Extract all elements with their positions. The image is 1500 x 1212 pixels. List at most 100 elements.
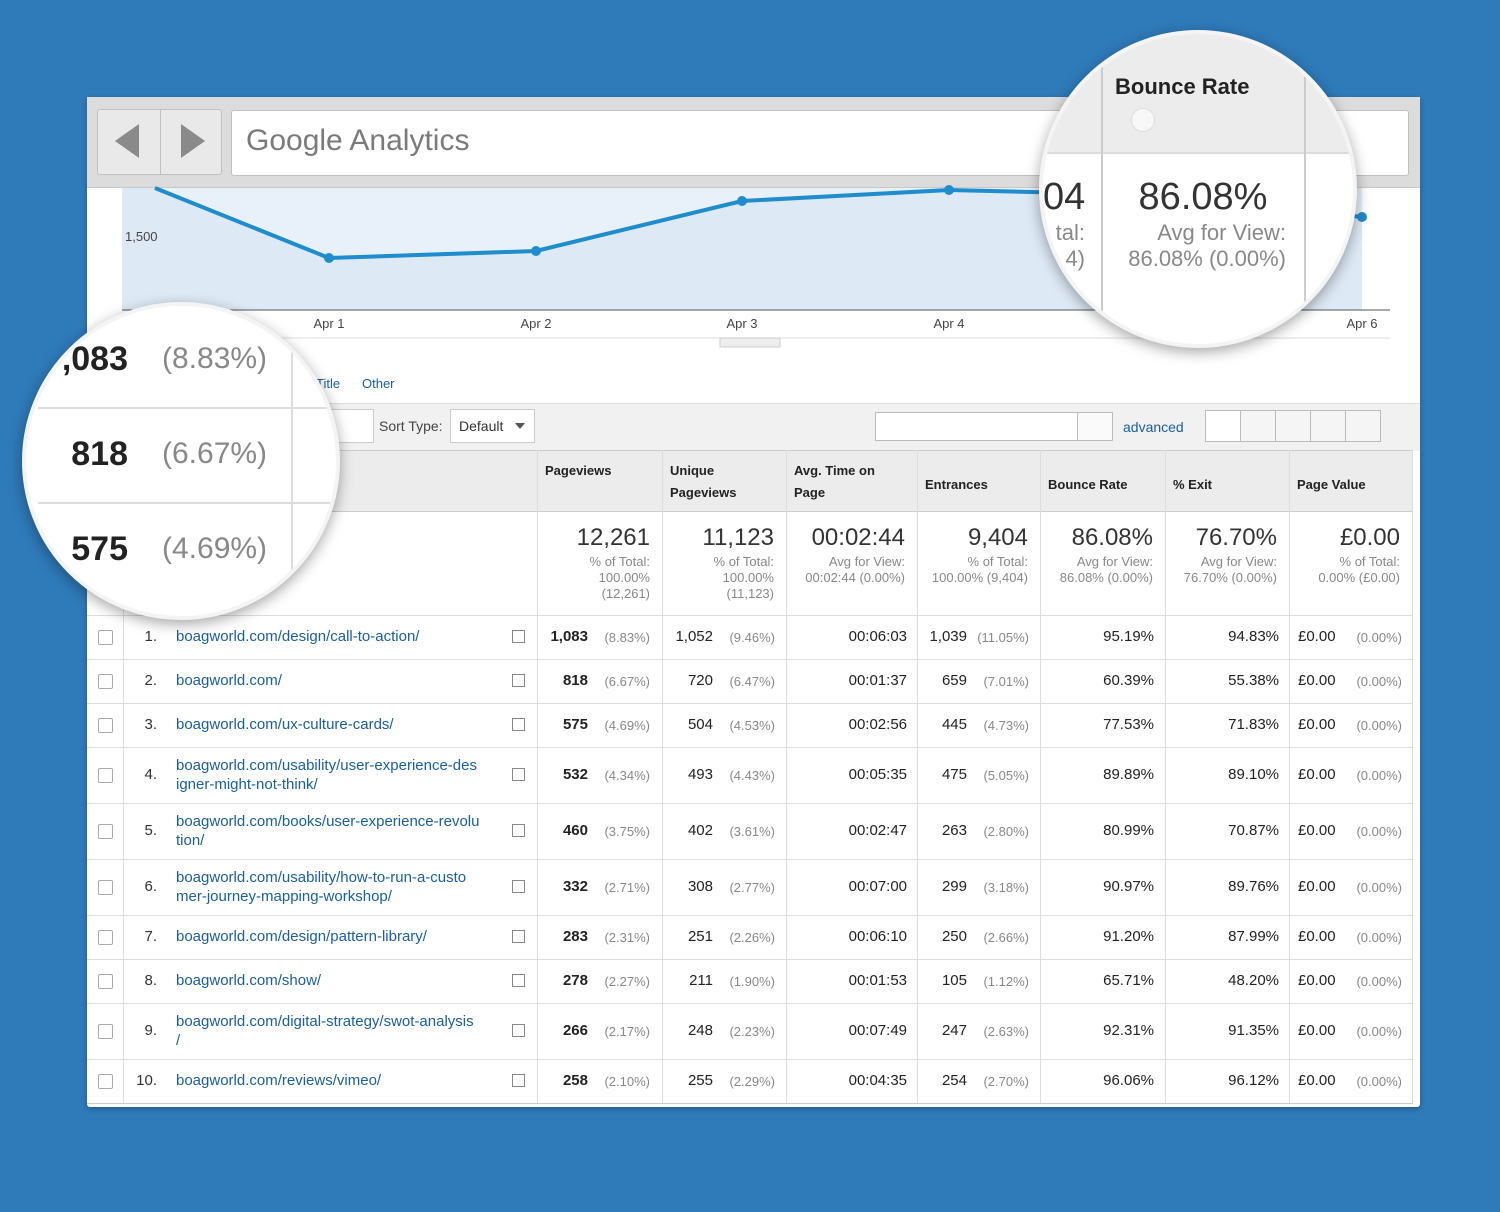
cell-percent: (0.00%) <box>1356 880 1402 895</box>
view-button[interactable] <box>1205 410 1241 442</box>
view-button[interactable] <box>1275 410 1311 442</box>
search-button[interactable] <box>1077 412 1113 441</box>
open-link-icon[interactable] <box>512 974 525 987</box>
cell-value: 332 <box>562 878 588 895</box>
cell-value: 00:07:49 <box>848 1022 907 1039</box>
cell-value: 00:02:47 <box>848 822 907 839</box>
open-link-icon[interactable] <box>512 1024 525 1037</box>
page-link[interactable]: boagworld.com/design/pattern-library/ <box>176 928 427 945</box>
page-link[interactable]: / <box>176 1031 181 1049</box>
cell-percent: (0.00%) <box>1356 630 1402 645</box>
cell-percent: (4.43%) <box>729 768 775 783</box>
column-header[interactable]: % Exit <box>1173 477 1213 492</box>
advanced-link[interactable]: advanced <box>1123 419 1184 435</box>
cell-percent: (9.46%) <box>729 630 775 645</box>
page-link[interactable]: boagworld.com/ux-culture-cards/ <box>176 716 394 733</box>
cell-percent: (2.80%) <box>983 824 1029 839</box>
open-link-icon[interactable] <box>512 880 525 893</box>
cell-percent: (0.00%) <box>1356 1024 1402 1039</box>
cell-value: 60.39% <box>1103 672 1154 689</box>
page-link[interactable]: boagworld.com/design/call-to-action/ <box>176 628 420 645</box>
sort-label: Sort Type: <box>379 418 443 434</box>
cell-value: 504 <box>687 716 713 733</box>
column-header[interactable]: Page Value <box>1297 477 1366 492</box>
cell-percent: (4.53%) <box>729 718 775 733</box>
row-index: 4. <box>144 766 157 783</box>
checkbox[interactable] <box>98 930 113 945</box>
page-link[interactable]: boagworld.com/reviews/vimeo/ <box>176 1072 382 1089</box>
column-header[interactable]: Avg. Time on Page <box>794 463 875 500</box>
point <box>1357 212 1367 222</box>
lens-value: 818 <box>71 435 128 473</box>
page-link[interactable]: igner-might-not-think/ <box>176 775 318 793</box>
row-divider <box>87 959 1413 960</box>
cell-percent: (0.00%) <box>1356 974 1402 989</box>
checkbox[interactable] <box>98 880 113 895</box>
lens-divider <box>38 502 336 504</box>
cell-value: 818 <box>562 672 588 689</box>
cell-value: 89.76% <box>1228 878 1279 895</box>
checkbox[interactable] <box>98 1074 113 1089</box>
search-box[interactable] <box>875 412 1079 441</box>
open-link-icon[interactable] <box>512 768 525 781</box>
cell-value: 00:06:03 <box>848 628 907 645</box>
open-link-icon[interactable] <box>512 718 525 731</box>
checkbox[interactable] <box>98 1024 113 1039</box>
view-button[interactable] <box>1240 410 1276 442</box>
checkbox[interactable] <box>98 630 113 645</box>
row-divider <box>87 703 1413 704</box>
page-link[interactable]: boagworld.com/books/user-experience-revo… <box>176 812 480 830</box>
page-link[interactable]: mer-journey-mapping-workshop/ <box>176 887 392 905</box>
checkbox[interactable] <box>98 674 113 689</box>
checkbox[interactable] <box>98 974 113 989</box>
resize-handle[interactable] <box>719 337 781 348</box>
open-link-icon[interactable] <box>512 824 525 837</box>
page-link[interactable]: boagworld.com/digital-strategy/swot-anal… <box>176 1012 474 1030</box>
row-divider <box>87 747 1413 748</box>
cell-value: 248 <box>687 1022 713 1039</box>
column-header[interactable]: Pageviews <box>545 463 612 478</box>
open-link-icon[interactable] <box>512 674 525 687</box>
open-link-icon[interactable] <box>512 930 525 943</box>
column-header[interactable]: Bounce Rate <box>1048 477 1128 492</box>
column-divider <box>1165 450 1166 1103</box>
cell-value: 445 <box>941 716 967 733</box>
cell-value: 720 <box>687 672 713 689</box>
help-icon[interactable] <box>1131 108 1155 132</box>
cell-percent: (0.00%) <box>1356 718 1402 733</box>
cell-value: £0.00 <box>1298 672 1336 689</box>
cell-percent: (2.71%) <box>604 880 650 895</box>
page-link[interactable]: boagworld.com/usability/user-experience-… <box>176 756 477 774</box>
lens-header: Bounce Rate <box>1115 74 1250 99</box>
cell-value: 283 <box>562 928 588 945</box>
page-link[interactable]: tion/ <box>176 831 205 849</box>
checkbox[interactable] <box>98 718 113 733</box>
checkbox[interactable] <box>98 824 113 839</box>
cell-value: 255 <box>687 1072 713 1089</box>
column-header[interactable]: Unique Pageviews <box>670 463 737 500</box>
cell-value: £0.00 <box>1298 928 1336 945</box>
row-index: 2. <box>144 672 157 689</box>
row-index: 10. <box>136 1072 157 1089</box>
column-header[interactable]: Entrances <box>925 477 988 492</box>
cell-percent: (0.00%) <box>1356 824 1402 839</box>
cell-percent: (0.00%) <box>1356 1074 1402 1089</box>
lens-header-bg <box>1043 34 1353 154</box>
view-button[interactable] <box>1310 410 1346 442</box>
total-sub: 00:02:44 (0.00%) <box>805 570 905 585</box>
page-link[interactable]: boagworld.com/usability/how-to-run-a-cus… <box>176 868 467 886</box>
page-link[interactable]: boagworld.com/ <box>176 672 282 689</box>
tab[interactable]: Other <box>362 376 395 391</box>
open-link-icon[interactable] <box>512 630 525 643</box>
lens-divider <box>1304 34 1306 334</box>
open-link-icon[interactable] <box>512 1074 525 1087</box>
checkbox[interactable] <box>98 768 113 783</box>
view-button[interactable] <box>1345 410 1381 442</box>
total-sub: % of Total: <box>713 554 774 569</box>
cell-value: 575 <box>562 716 588 733</box>
page-link[interactable]: boagworld.com/show/ <box>176 972 322 989</box>
total-sub: 100.00% <box>722 570 774 585</box>
total-value: £0.00 <box>1339 524 1400 551</box>
x-tick-label: Apr 4 <box>933 316 965 331</box>
cell-value: £0.00 <box>1298 822 1336 839</box>
